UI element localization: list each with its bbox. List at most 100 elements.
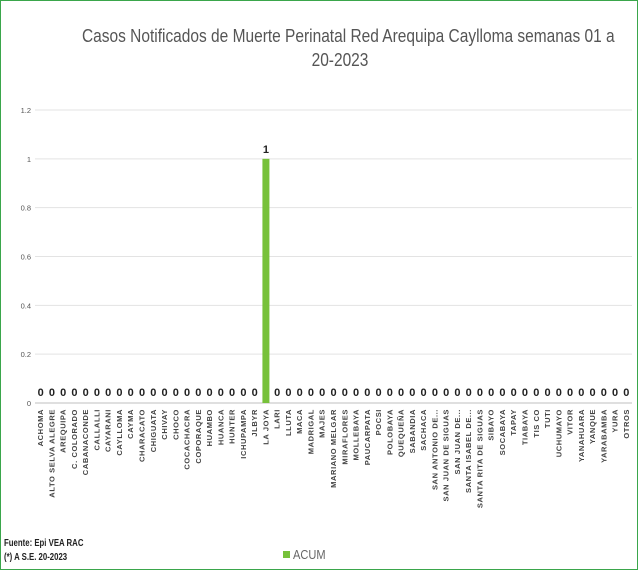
category-label: LLUTA bbox=[284, 409, 293, 436]
category-label: MADRIGAL bbox=[306, 409, 315, 454]
y-tick-label: 0.2 bbox=[21, 350, 31, 359]
chart-title-line-1: Casos Notificados de Muerte Perinatal Re… bbox=[82, 26, 615, 46]
data-label: 0 bbox=[105, 387, 111, 399]
data-label: 0 bbox=[522, 387, 528, 399]
category-label: UCHUMAYO bbox=[554, 409, 563, 457]
data-label: 0 bbox=[195, 387, 201, 399]
y-tick-label: 0.4 bbox=[21, 301, 31, 310]
data-label: 0 bbox=[218, 387, 224, 399]
y-tick-label: 1.2 bbox=[21, 106, 31, 115]
category-label: CHOCO bbox=[171, 409, 180, 440]
data-label: 0 bbox=[466, 387, 472, 399]
data-label: 0 bbox=[308, 387, 314, 399]
category-label: VITOR bbox=[566, 409, 575, 435]
data-label: 0 bbox=[398, 387, 404, 399]
category-label: SOCABAYA bbox=[498, 409, 507, 455]
data-label: 0 bbox=[184, 387, 190, 399]
category-label: LARI bbox=[273, 409, 282, 429]
period-note: (*) A S.E. 20-2023 bbox=[4, 552, 68, 563]
chart-title-line-2: 20-2023 bbox=[311, 50, 369, 70]
data-label: 0 bbox=[330, 387, 336, 399]
category-label: SIBAYO bbox=[487, 409, 496, 441]
category-label: POLOBAYA bbox=[385, 409, 394, 455]
category-label: MOLLEBAYA bbox=[352, 409, 361, 461]
category-label: HUNTER bbox=[228, 409, 237, 444]
y-tick-label: 0 bbox=[27, 399, 31, 408]
data-label: 0 bbox=[421, 387, 427, 399]
legend-swatch bbox=[283, 551, 290, 558]
category-label: CHARACATO bbox=[138, 409, 147, 462]
category-label: C. COLORADO bbox=[70, 409, 79, 469]
category-label: PAUCARPATA bbox=[363, 409, 372, 465]
legend-label: ACUM bbox=[293, 547, 326, 562]
data-label: 0 bbox=[49, 387, 55, 399]
data-label: 0 bbox=[319, 387, 325, 399]
data-label: 0 bbox=[443, 387, 449, 399]
category-label: ALTO SELVA ALEGRE bbox=[47, 409, 56, 498]
data-label: 0 bbox=[150, 387, 156, 399]
data-label: 0 bbox=[477, 387, 483, 399]
data-label: 0 bbox=[567, 387, 573, 399]
data-label: 0 bbox=[556, 387, 562, 399]
category-label: POCSI bbox=[374, 409, 383, 435]
category-label: TIABAYA bbox=[520, 409, 529, 445]
data-label: 0 bbox=[94, 387, 100, 399]
category-label: SABANDIA bbox=[408, 409, 417, 453]
category-label: TIS CO bbox=[532, 409, 541, 438]
data-label: 0 bbox=[454, 387, 460, 399]
data-label: 0 bbox=[274, 387, 280, 399]
category-label: YANAHUARA bbox=[577, 409, 586, 462]
data-label: 0 bbox=[161, 387, 167, 399]
category-label: MARIANO MELGAR bbox=[329, 409, 338, 488]
data-label: 0 bbox=[38, 387, 44, 399]
category-label: CHIVAY bbox=[160, 409, 169, 440]
category-label: CAYMA bbox=[126, 409, 135, 439]
category-label: CAYLLOMA bbox=[115, 409, 124, 456]
data-label: 0 bbox=[499, 387, 505, 399]
category-label: CHIGUATA bbox=[149, 409, 158, 452]
chart-legend: ACUM bbox=[283, 547, 331, 562]
category-label: COPORAQUE bbox=[194, 409, 203, 464]
data-label: 0 bbox=[623, 387, 629, 399]
category-label: JLBYR bbox=[250, 409, 259, 437]
data-label: 0 bbox=[601, 387, 607, 399]
data-label: 0 bbox=[297, 387, 303, 399]
category-label: ICHUPAMPA bbox=[239, 409, 248, 459]
category-label: MACA bbox=[295, 409, 304, 434]
y-tick-label: 0.6 bbox=[21, 253, 31, 262]
data-label: 0 bbox=[409, 387, 415, 399]
data-label: 0 bbox=[432, 387, 438, 399]
category-label: CALLALLI bbox=[92, 409, 101, 450]
chart-title: Casos Notificados de Muerte Perinatal Re… bbox=[82, 24, 615, 72]
data-label: 0 bbox=[375, 387, 381, 399]
category-label: MAJES bbox=[318, 409, 327, 438]
data-label: 0 bbox=[590, 387, 596, 399]
category-label: ACHOMA bbox=[36, 409, 45, 446]
category-label: SANTA ISABEL DE... bbox=[464, 409, 473, 493]
category-label: OTROS bbox=[622, 409, 631, 439]
data-label: 0 bbox=[116, 387, 122, 399]
category-label: CAYARANI bbox=[104, 409, 113, 452]
data-label: 0 bbox=[353, 387, 359, 399]
data-label: 0 bbox=[229, 387, 235, 399]
category-label: AREQUIPA bbox=[59, 409, 68, 453]
data-label: 0 bbox=[252, 387, 258, 399]
data-label: 0 bbox=[342, 387, 348, 399]
category-label: YURA bbox=[611, 409, 620, 433]
data-label: 0 bbox=[533, 387, 539, 399]
data-label: 0 bbox=[207, 387, 213, 399]
data-label: 0 bbox=[544, 387, 550, 399]
y-tick-label: 1 bbox=[27, 155, 31, 164]
data-label: 0 bbox=[60, 387, 66, 399]
category-label: HUAMBO bbox=[205, 409, 214, 446]
data-label: 0 bbox=[387, 387, 393, 399]
category-label: LA JOYA bbox=[261, 409, 270, 445]
data-label: 0 bbox=[285, 387, 291, 399]
data-label: 0 bbox=[173, 387, 179, 399]
data-label: 0 bbox=[612, 387, 618, 399]
category-label: TAPAY bbox=[509, 409, 518, 436]
data-label: 0 bbox=[578, 387, 584, 399]
category-label: QUEQUEÑA bbox=[397, 409, 406, 457]
data-label: 0 bbox=[128, 387, 134, 399]
